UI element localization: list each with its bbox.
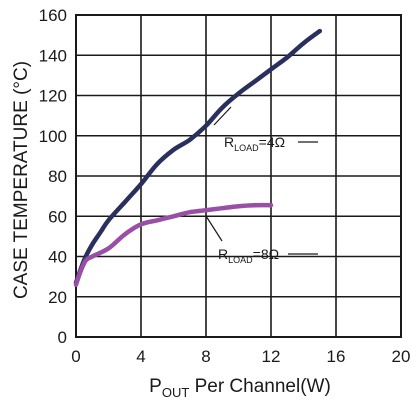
y-tick-label: 100 [39, 127, 67, 146]
x-tick-label: 12 [262, 347, 281, 366]
plot-frame [75, 14, 402, 338]
x-tick-label: 20 [392, 347, 411, 366]
annotation-leader-4ohm [213, 106, 232, 126]
series-line-rload-8ohm [73, 202, 274, 287]
y-tick-label: 60 [48, 207, 67, 226]
annotation-rload-8ohm: RLOAD=8Ω [218, 246, 279, 265]
x-tick-labels: 0 4 8 12 16 20 [71, 347, 410, 366]
x-tick-label: 0 [71, 347, 80, 366]
x-tick-label: 16 [327, 347, 346, 366]
y-tick-label: 40 [48, 248, 67, 267]
y-tick-label: 0 [58, 328, 67, 347]
y-tick-label: 140 [39, 46, 67, 65]
series-annotations: RLOAD=4Ω RLOAD=8Ω [205, 106, 318, 265]
y-tick-label: 160 [39, 6, 67, 25]
y-tick-label: 80 [48, 167, 67, 186]
y-tick-labels: 0 20 40 60 80 100 120 140 160 [39, 6, 67, 347]
x-tick-label: 8 [201, 347, 210, 366]
x-tick-label: 4 [136, 347, 145, 366]
y-tick-label: 20 [48, 288, 67, 307]
grid-lines [76, 15, 401, 337]
series-line-rload-4ohm [73, 28, 323, 285]
annotation-leader-8ohm [205, 215, 223, 242]
x-axis-title: POUT Per Channel(W) [149, 376, 331, 400]
annotation-rload-4ohm: RLOAD=4Ω [224, 134, 285, 153]
y-axis-title: CASE TEMPERATURE (°C) [11, 61, 32, 299]
y-tick-label: 120 [39, 87, 67, 106]
series-group [73, 28, 323, 287]
